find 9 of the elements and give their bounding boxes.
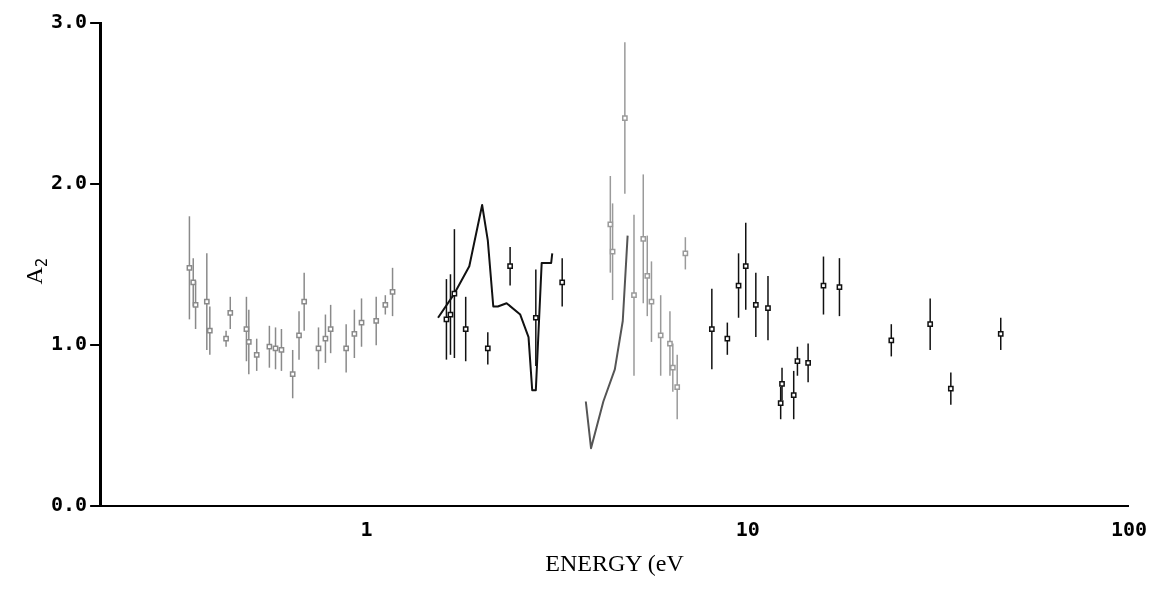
x-tick-label: 100 xyxy=(1110,517,1147,542)
x-tick-label: 10 xyxy=(735,517,760,542)
y-tick-label: 2.0 xyxy=(51,170,88,195)
y-tick-label: 3.0 xyxy=(51,9,88,34)
x-axis-title: ENERGY (eV xyxy=(545,549,685,576)
y-axis-title: A2 xyxy=(21,257,52,285)
y-tick-label: 0.0 xyxy=(51,492,88,517)
y-tick-label: 1.0 xyxy=(51,331,88,356)
x-tick-label: 1 xyxy=(360,517,373,542)
